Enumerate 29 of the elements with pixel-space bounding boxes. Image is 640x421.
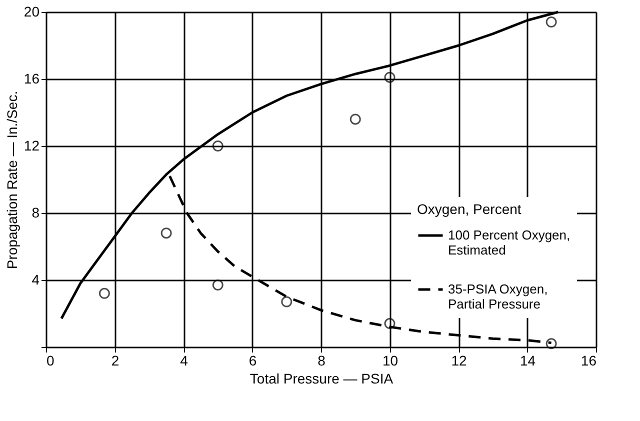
x-tick-label: 4 — [180, 352, 188, 368]
y-tick-label: 20 — [24, 4, 40, 20]
y-tick-label: 16 — [24, 70, 40, 86]
point — [384, 72, 396, 83]
point — [212, 280, 224, 291]
x-tick-label: 8 — [318, 352, 326, 368]
legend-label: 35-PSIA Oxygen, Partial Pressure — [448, 282, 548, 312]
x-tick-label: 0 — [46, 352, 54, 368]
legend-label: 100 Percent Oxygen, Estimated — [448, 228, 570, 258]
y-tick-label: 4 — [32, 272, 40, 288]
point — [546, 338, 557, 350]
y-tick-label: 8 — [32, 204, 40, 220]
point — [546, 16, 557, 28]
x-axis-title: Total Pressure — PSIA — [250, 370, 394, 386]
x-tick-label: 16 — [580, 352, 597, 368]
point — [281, 296, 292, 308]
point — [212, 140, 224, 152]
x-tick-label: 6 — [248, 352, 257, 368]
point — [350, 114, 361, 125]
point — [384, 318, 396, 330]
x-tick-label: 10 — [382, 352, 398, 368]
x-tick-label: 2 — [111, 352, 120, 368]
point — [160, 228, 172, 239]
point — [98, 288, 110, 299]
x-tick-label: 14 — [520, 352, 536, 368]
y-tick-label: 12 — [24, 138, 40, 154]
x-tick-label: 12 — [451, 352, 467, 368]
y-axis-title: Propagation Rate — In./Sec. — [4, 90, 20, 270]
legend-title: Oxygen, Percent — [417, 201, 522, 217]
